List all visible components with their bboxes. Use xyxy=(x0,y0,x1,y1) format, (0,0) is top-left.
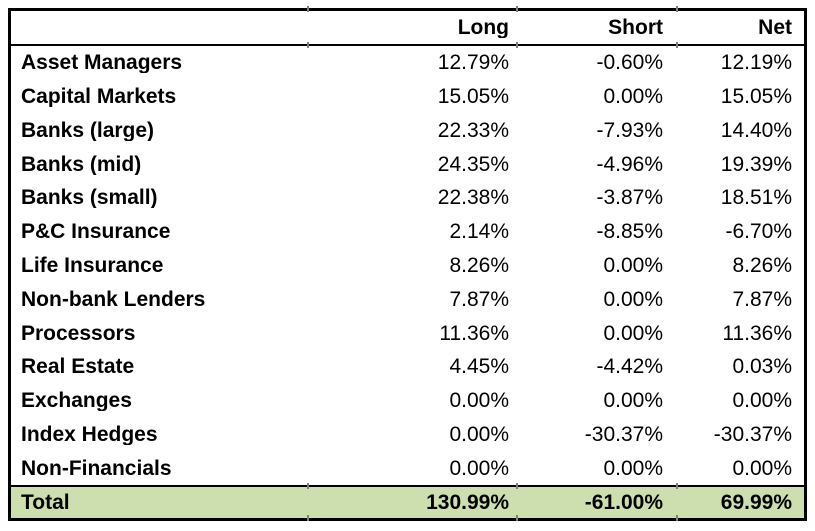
header-net: Net xyxy=(758,17,792,38)
long-value: 12.79% xyxy=(437,52,509,74)
short-value: -0.60% xyxy=(596,52,663,74)
short-value: 0.00% xyxy=(603,86,663,108)
table-row: Processors 11.36% 0.00% 11.36% xyxy=(11,316,804,350)
row-label: P&C Insurance xyxy=(21,221,171,243)
total-short: -61.00% xyxy=(584,491,663,513)
row-label: Non-bank Lenders xyxy=(21,288,206,310)
net-value: 15.05% xyxy=(720,86,792,108)
row-label: Exchanges xyxy=(21,390,132,412)
header-long: Long xyxy=(457,17,509,38)
short-value: 0.00% xyxy=(603,322,663,344)
row-label: Asset Managers xyxy=(21,52,183,74)
row-label: Banks (small) xyxy=(21,187,158,209)
short-value: -30.37% xyxy=(584,423,663,445)
net-value: 12.19% xyxy=(720,52,792,74)
row-label: Non-Financials xyxy=(21,457,172,479)
long-value: 24.35% xyxy=(437,153,509,175)
net-value: 7.87% xyxy=(732,288,792,310)
total-label: Total xyxy=(21,491,70,513)
table-row: Banks (small) 22.38% -3.87% 18.51% xyxy=(11,181,804,215)
gridline-tick xyxy=(516,6,518,12)
net-value: 11.36% xyxy=(722,322,792,344)
total-long: 130.99% xyxy=(426,491,509,513)
gridline-tick xyxy=(676,42,678,48)
table-row: Index Hedges 0.00% -30.37% -30.37% xyxy=(11,417,804,451)
long-value: 15.05% xyxy=(437,86,509,108)
gridline-tick xyxy=(307,6,309,12)
short-value: -7.93% xyxy=(596,119,663,141)
gridline-tick xyxy=(676,483,678,489)
long-value: 0.00% xyxy=(449,390,509,412)
net-value: 14.40% xyxy=(720,119,792,141)
long-value: 7.87% xyxy=(449,288,509,310)
net-value: 0.00% xyxy=(732,390,792,412)
long-value: 2.14% xyxy=(449,221,509,243)
short-value: -3.87% xyxy=(596,187,663,209)
gridline-tick xyxy=(676,6,678,12)
long-value: 22.38% xyxy=(437,187,509,209)
gridline-tick xyxy=(307,42,309,48)
row-label: Capital Markets xyxy=(21,86,177,108)
table-header-row: Long Short Net xyxy=(11,11,804,46)
net-value: -6.70% xyxy=(725,221,792,243)
total-net: 69.99% xyxy=(720,491,792,513)
table-row: Real Estate 4.45% -4.42% 0.03% xyxy=(11,350,804,384)
table-row: Life Insurance 8.26% 0.00% 8.26% xyxy=(11,249,804,283)
row-label: Index Hedges xyxy=(21,423,158,445)
table-row: P&C Insurance 2.14% -8.85% -6.70% xyxy=(11,215,804,249)
long-value: 11.36% xyxy=(439,322,509,344)
net-value: 8.26% xyxy=(732,254,792,276)
table-total-row: Total 130.99% -61.00% 69.99% xyxy=(11,484,804,518)
table-row: Exchanges 0.00% 0.00% 0.00% xyxy=(11,384,804,418)
table-row: Non-bank Lenders 7.87% 0.00% 7.87% xyxy=(11,282,804,316)
short-value: 0.00% xyxy=(603,254,663,276)
short-value: -4.42% xyxy=(596,356,663,378)
short-value: -8.85% xyxy=(596,221,663,243)
row-label: Banks (mid) xyxy=(21,153,142,175)
long-value: 22.33% xyxy=(437,119,509,141)
table-row: Asset Managers 12.79% -0.60% 12.19% xyxy=(11,46,804,80)
header-short: Short xyxy=(608,17,663,38)
short-value: 0.00% xyxy=(603,288,663,310)
short-value: 0.00% xyxy=(603,390,663,412)
net-value: -30.37% xyxy=(713,423,792,445)
gridline-tick xyxy=(676,515,678,521)
net-value: 0.00% xyxy=(732,457,792,479)
short-value: 0.00% xyxy=(603,457,663,479)
net-value: 0.03% xyxy=(732,356,792,378)
exposure-table: Long Short Net Asset Managers 12.79% -0.… xyxy=(8,6,807,521)
gridline-tick xyxy=(307,515,309,521)
long-value: 0.00% xyxy=(449,457,509,479)
gridline-tick xyxy=(516,483,518,489)
long-value: 4.45% xyxy=(449,356,509,378)
row-label: Real Estate xyxy=(21,356,135,378)
row-label: Life Insurance xyxy=(21,254,164,276)
short-value: -4.96% xyxy=(596,153,663,175)
row-label: Processors xyxy=(21,322,136,344)
net-value: 19.39% xyxy=(720,153,792,175)
gridline-tick xyxy=(307,483,309,489)
long-value: 0.00% xyxy=(449,423,509,445)
gridline-tick xyxy=(516,515,518,521)
table-row: Capital Markets 15.05% 0.00% 15.05% xyxy=(11,80,804,114)
table-row: Non-Financials 0.00% 0.00% 0.00% xyxy=(11,451,804,485)
long-value: 8.26% xyxy=(449,254,509,276)
table-row: Banks (mid) 24.35% -4.96% 19.39% xyxy=(11,147,804,181)
gridline-tick xyxy=(516,42,518,48)
table-row: Banks (large) 22.33% -7.93% 14.40% xyxy=(11,114,804,148)
net-value: 18.51% xyxy=(720,187,792,209)
row-label: Banks (large) xyxy=(21,119,155,141)
